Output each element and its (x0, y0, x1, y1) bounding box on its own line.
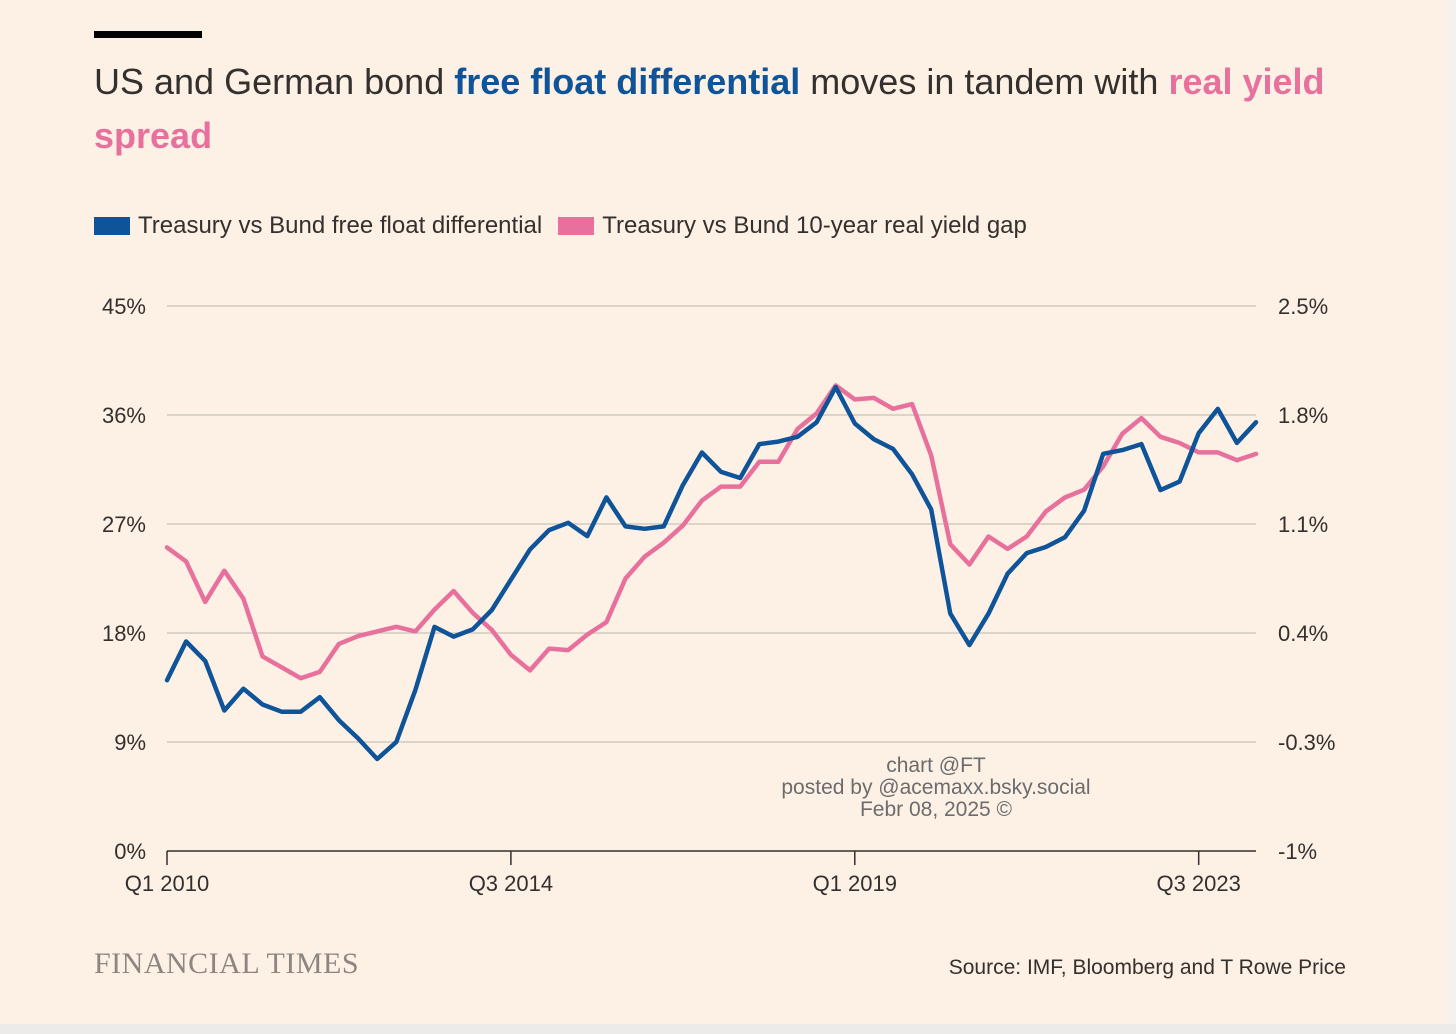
financial-times-logo: FINANCIAL TIMES (94, 947, 360, 980)
chart-legend: Treasury vs Bund free float differential… (94, 212, 1043, 240)
watermark-line-2: posted by @acemaxx.bsky.social (781, 776, 1091, 799)
watermark-line-3: Febr 08, 2025 © (859, 798, 1013, 821)
y-right-tick-label: 2.5% (1278, 294, 1328, 319)
watermark: chart @FT posted by @acemaxx.bsky.social… (736, 755, 1136, 821)
legend-swatch-blue (94, 217, 130, 235)
title-highlight-real-yield: real yield spread (94, 61, 1325, 156)
series-line-real-yield (164, 383, 1259, 681)
y-right-tick-label: -1% (1278, 839, 1317, 864)
title-highlight-free-float: free float differential (454, 61, 801, 102)
watermark-line-1: chart @FT (886, 754, 986, 777)
title-accent-bar (94, 31, 202, 38)
y-right-tick-label: -0.3% (1278, 730, 1335, 755)
y-left-tick-label: 18% (102, 621, 146, 646)
y-right-tick-label: 1.8% (1278, 403, 1328, 428)
legend-label-free-float: Treasury vs Bund free float differential (138, 212, 543, 239)
series-line-free-float (164, 384, 1259, 762)
y-left-tick-label: 0% (114, 839, 146, 864)
y-right-tick-label: 0.4% (1278, 621, 1328, 646)
legend-swatch-pink (558, 217, 595, 235)
page-edge-right (1448, 0, 1456, 1034)
y-left-tick-label: 45% (102, 294, 146, 319)
legend-item-real-yield: Treasury vs Bund 10-year real yield gap (558, 212, 1027, 240)
title-part-3: moves in tandem with (800, 61, 1169, 102)
legend-item-free-float: Treasury vs Bund free float differential (94, 212, 542, 240)
source-note: Source: IMF, Bloomberg and T Rowe Price (948, 956, 1346, 979)
chart-title: US and German bond free float differenti… (94, 55, 1364, 163)
y-right-tick-label: 1.1% (1278, 512, 1328, 537)
title-part-1: US and German bond (94, 61, 455, 102)
page-edge-bottom (0, 1024, 1456, 1034)
legend-label-real-yield: Treasury vs Bund 10-year real yield gap (602, 212, 1027, 239)
x-tick-label: Q1 2019 (813, 871, 897, 896)
y-left-tick-label: 9% (114, 730, 146, 755)
y-left-tick-label: 36% (102, 403, 146, 428)
x-tick-label: Q3 2023 (1156, 871, 1240, 896)
x-tick-label: Q1 2010 (125, 871, 209, 896)
line-chart: 45% 2.5% 36% 1.8% 27% 1.1% 18% 0.4% 9% -0.3% 0% -1%… (102, 294, 1336, 896)
x-tick-label: Q3 2014 (469, 871, 553, 896)
y-left-tick-label: 27% (102, 512, 146, 537)
